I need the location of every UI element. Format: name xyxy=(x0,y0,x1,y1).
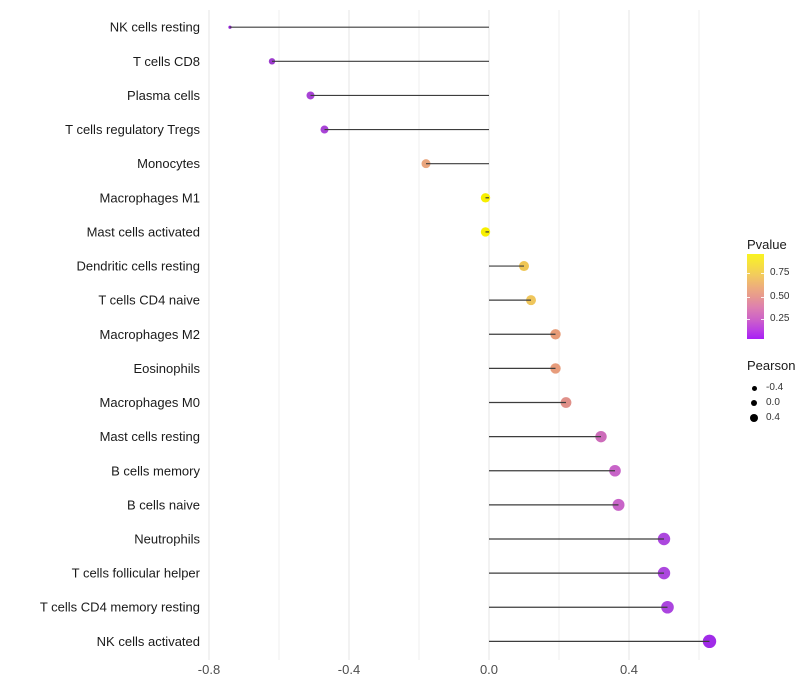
y-axis-label: Eosinophils xyxy=(134,361,201,376)
y-axis-label: Monocytes xyxy=(137,156,200,171)
pvalue-colorbar-notch xyxy=(747,319,750,320)
y-axis-label: Mast cells activated xyxy=(87,224,200,239)
pearson-size-label: 0.4 xyxy=(766,412,780,423)
pvalue-colorbar-notch xyxy=(761,319,764,320)
pvalue-colorbar-notch xyxy=(761,273,764,274)
y-axis-label: B cells naive xyxy=(127,497,200,512)
pearson-size-dot xyxy=(751,385,757,391)
pvalue-tick-label: 0.75 xyxy=(770,267,790,278)
pearson-size-dot xyxy=(749,413,759,423)
y-axis-label: NK cells activated xyxy=(97,634,200,649)
y-axis-label: Plasma cells xyxy=(127,88,200,103)
pearson-legend-title: Pearson xyxy=(747,358,796,373)
y-axis-label: T cells CD4 naive xyxy=(98,293,200,308)
pearson-size-label: 0.0 xyxy=(766,397,780,408)
x-axis-tick-label: 0.0 xyxy=(480,662,498,677)
y-axis-label: Dendritic cells resting xyxy=(76,259,200,274)
pearson-size-label: -0.4 xyxy=(766,382,784,393)
x-axis-tick-label: 0.4 xyxy=(620,662,638,677)
pvalue-colorbar-notch xyxy=(761,297,764,298)
x-axis-tick-label: -0.8 xyxy=(198,662,220,677)
pvalue-colorbar xyxy=(747,254,764,339)
pvalue-colorbar-notch xyxy=(747,273,750,274)
y-axis-label: B cells memory xyxy=(111,463,200,478)
y-axis-label: T cells follicular helper xyxy=(72,566,201,581)
y-axis-label: Macrophages M0 xyxy=(100,395,200,410)
y-axis-label: T cells regulatory Tregs xyxy=(65,122,200,137)
y-axis-label: NK cells resting xyxy=(110,20,200,35)
pvalue-tick-label: 0.25 xyxy=(770,313,790,324)
y-axis-label: T cells CD4 memory resting xyxy=(40,600,200,615)
x-axis-tick-label: -0.4 xyxy=(338,662,360,677)
y-axis-label: Macrophages M2 xyxy=(100,327,200,342)
y-axis-label: T cells CD8 xyxy=(133,54,200,69)
y-axis-label: Mast cells resting xyxy=(100,429,200,444)
pvalue-legend-title: Pvalue xyxy=(747,237,787,252)
y-axis-label: Macrophages M1 xyxy=(100,190,200,205)
pvalue-colorbar-notch xyxy=(747,297,750,298)
pvalue-tick-label: 0.50 xyxy=(770,291,790,302)
y-axis-label: Neutrophils xyxy=(134,532,200,547)
pearson-size-dot xyxy=(750,399,758,407)
